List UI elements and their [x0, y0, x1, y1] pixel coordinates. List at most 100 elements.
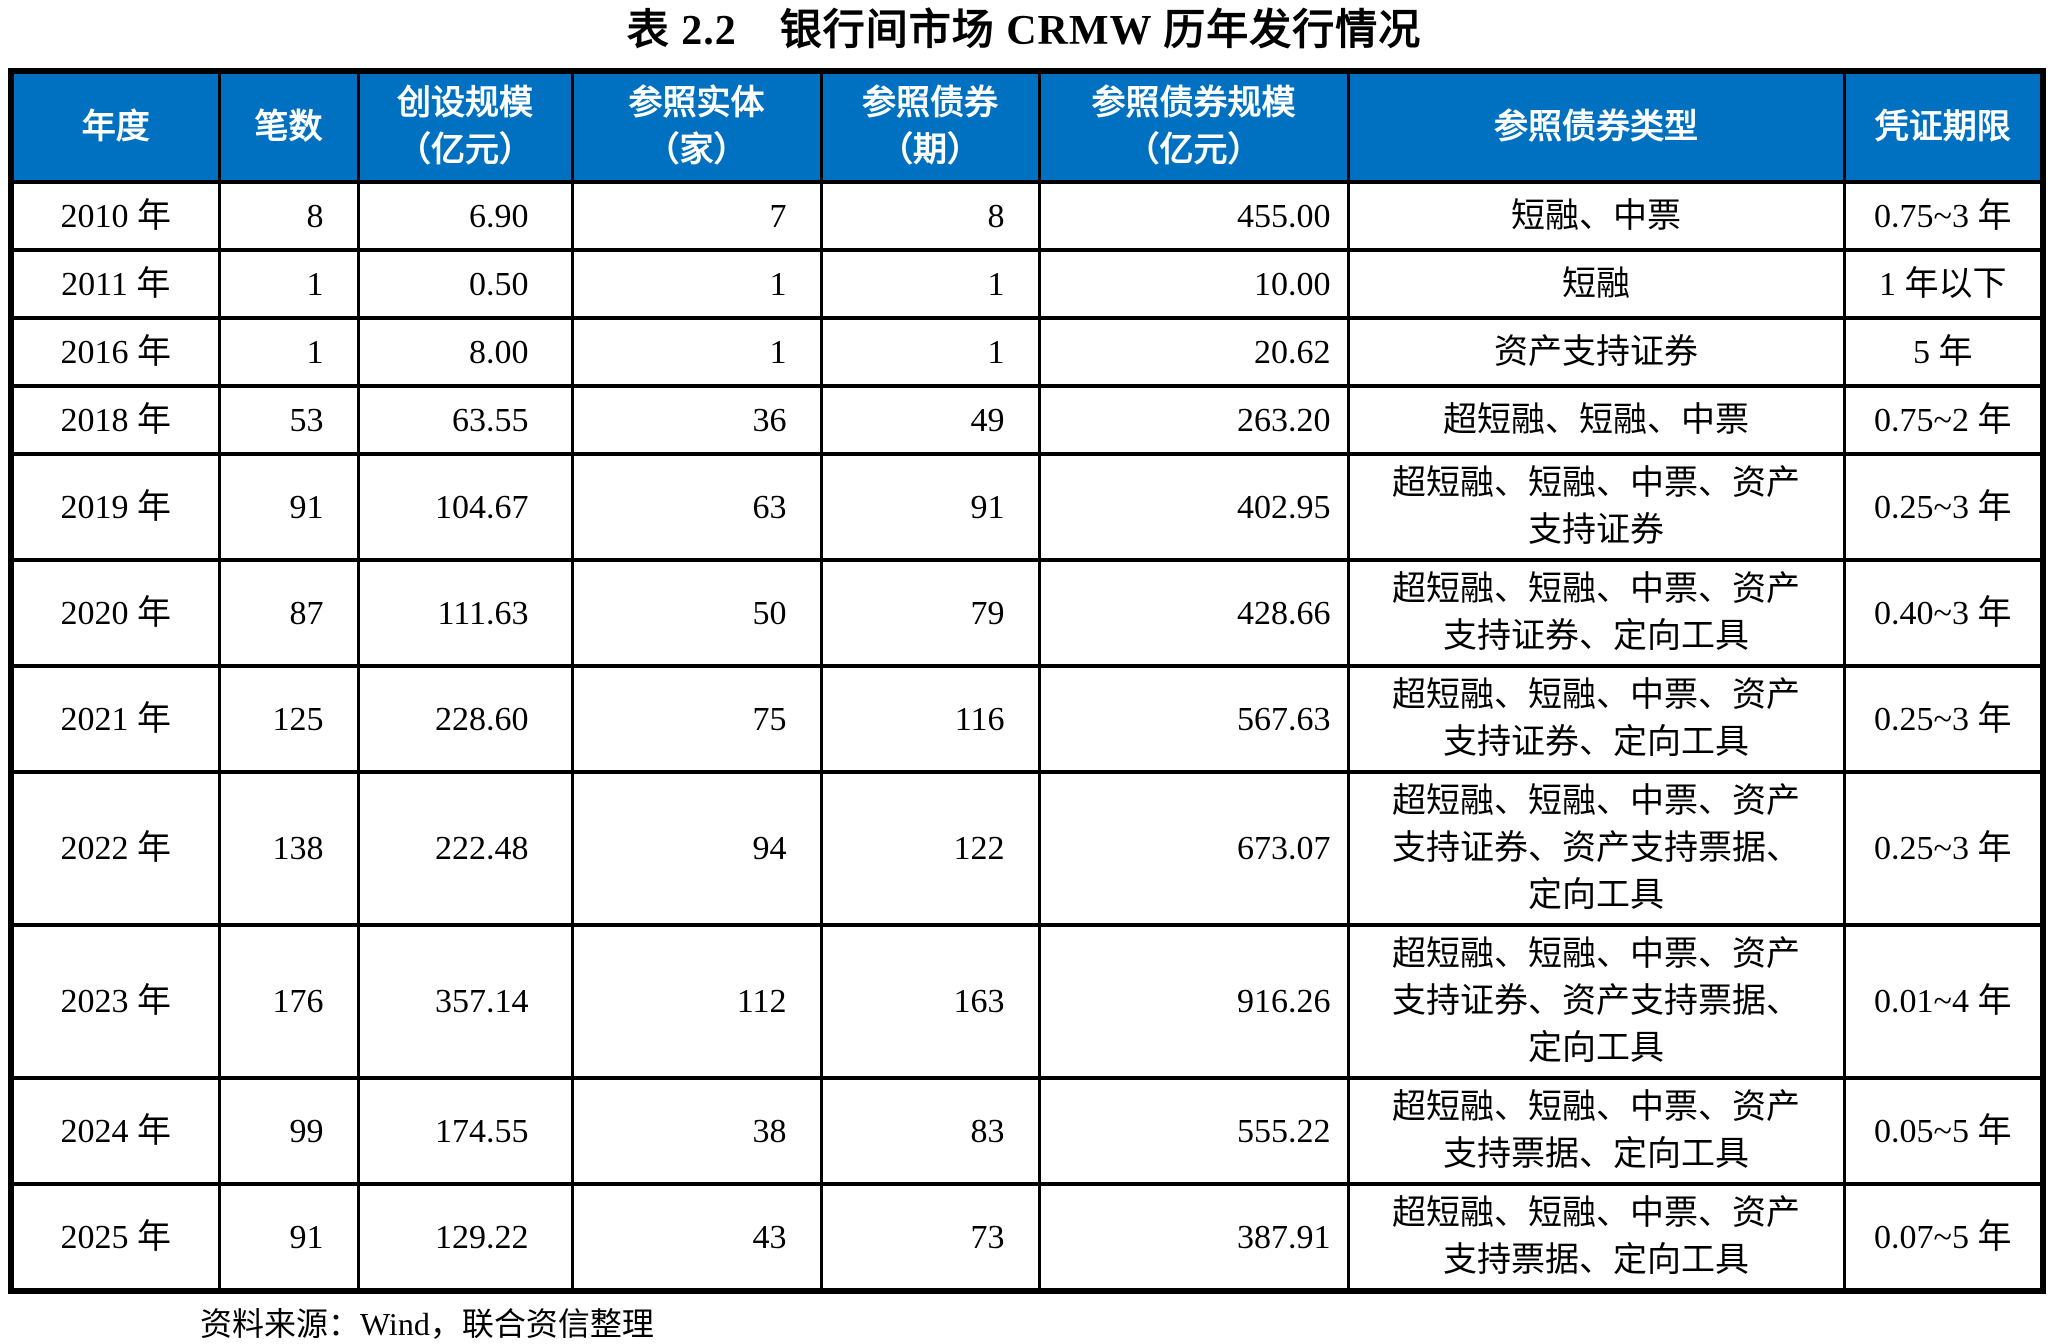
cell-entities: 38 [570, 1076, 823, 1186]
cell-count: 53 [217, 384, 360, 456]
cell-scale: 104.67 [356, 452, 574, 562]
cell-entities: 36 [570, 384, 823, 456]
cell-year: 2022 年 [9, 770, 221, 927]
cell-year: 2023 年 [9, 923, 221, 1080]
cell-entities: 112 [570, 923, 823, 1080]
cell-term: 0.75~3 年 [1842, 180, 2045, 252]
column-header-bonds: 参照债券 （期） [819, 69, 1041, 184]
cell-count: 87 [217, 558, 360, 668]
column-header-count: 笔数 [217, 69, 360, 184]
cell-term: 5 年 [1842, 316, 2045, 388]
column-header-year: 年度 [9, 69, 221, 184]
cell-bonds: 1 [819, 248, 1041, 320]
cell-bond-types: 超短融、短融、中票、资产支持证券、定向工具 [1346, 558, 1846, 668]
cell-entities: 63 [570, 452, 823, 562]
cell-year: 2010 年 [9, 180, 221, 252]
cell-entities: 94 [570, 770, 823, 927]
cell-bond-scale: 916.26 [1037, 923, 1350, 1080]
cell-scale: 63.55 [356, 384, 574, 456]
cell-bonds: 49 [819, 384, 1041, 456]
table-row: 2019 年 91 104.67 63 91 402.95 超短融、短融、中票、… [9, 452, 2045, 562]
column-header-scale: 创设规模 （亿元） [356, 69, 574, 184]
cell-bond-scale: 263.20 [1037, 384, 1350, 456]
cell-year: 2018 年 [9, 384, 221, 456]
cell-bonds: 163 [819, 923, 1041, 1080]
cell-entities: 1 [570, 316, 823, 388]
table-title: 表 2.2 银行间市场 CRMW 历年发行情况 [626, 8, 1422, 54]
cell-bond-scale: 555.22 [1037, 1076, 1350, 1186]
cell-year: 2020 年 [9, 558, 221, 668]
cell-bonds: 122 [819, 770, 1041, 927]
cell-bond-scale: 673.07 [1037, 770, 1350, 927]
cell-year: 2011 年 [9, 248, 221, 320]
table-row: 2020 年 87 111.63 50 79 428.66 超短融、短融、中票、… [9, 558, 2045, 668]
cell-year: 2025 年 [9, 1182, 221, 1293]
table-row: 2023 年 176 357.14 112 163 916.26 超短融、短融、… [9, 923, 2045, 1080]
cell-scale: 228.60 [356, 664, 574, 774]
cell-bond-types: 超短融、短融、中票 [1346, 384, 1846, 456]
cell-entities: 50 [570, 558, 823, 668]
cell-count: 91 [217, 1182, 360, 1293]
cell-year: 2019 年 [9, 452, 221, 562]
cell-bond-scale: 20.62 [1037, 316, 1350, 388]
document-page: 表 2.2 银行间市场 CRMW 历年发行情况 年度 笔数 创设规模 （亿元） … [0, 6, 2048, 1344]
cell-bond-scale: 402.95 [1037, 452, 1350, 562]
cell-scale: 0.50 [356, 248, 574, 320]
cell-count: 1 [217, 248, 360, 320]
cell-scale: 8.00 [356, 316, 574, 388]
cell-term: 0.05~5 年 [1842, 1076, 2045, 1186]
crmw-issuance-table: 年度 笔数 创设规模 （亿元） 参照实体 （家） 参照债券 （期） 参照债券规模… [8, 68, 2046, 1294]
cell-scale: 222.48 [356, 770, 574, 927]
cell-count: 176 [217, 923, 360, 1080]
cell-count: 138 [217, 770, 360, 927]
header-row: 年度 笔数 创设规模 （亿元） 参照实体 （家） 参照债券 （期） 参照债券规模… [9, 69, 2045, 184]
cell-bond-types: 超短融、短融、中票、资产支持票据、定向工具 [1346, 1182, 1846, 1293]
cell-bond-types: 超短融、短融、中票、资产支持证券、资产支持票据、定向工具 [1346, 770, 1846, 927]
cell-count: 99 [217, 1076, 360, 1186]
cell-scale: 6.90 [356, 180, 574, 252]
cell-term: 0.40~3 年 [1842, 558, 2045, 668]
cell-bond-scale: 455.00 [1037, 180, 1350, 252]
table-row: 2010 年 8 6.90 7 8 455.00 短融、中票 0.75~3 年 [9, 180, 2045, 252]
cell-term: 0.75~2 年 [1842, 384, 2045, 456]
cell-scale: 111.63 [356, 558, 574, 668]
cell-term: 0.01~4 年 [1842, 923, 2045, 1080]
cell-bond-scale: 10.00 [1037, 248, 1350, 320]
cell-bonds: 8 [819, 180, 1041, 252]
table-row: 2022 年 138 222.48 94 122 673.07 超短融、短融、中… [9, 770, 2045, 927]
cell-bonds: 79 [819, 558, 1041, 668]
table-row: 2011 年 1 0.50 1 1 10.00 短融 1 年以下 [9, 248, 2045, 320]
cell-term: 0.25~3 年 [1842, 664, 2045, 774]
cell-bonds: 83 [819, 1076, 1041, 1186]
cell-bonds: 91 [819, 452, 1041, 562]
column-header-term: 凭证期限 [1842, 69, 2045, 184]
cell-count: 91 [217, 452, 360, 562]
cell-bond-types: 超短融、短融、中票、资产支持证券、资产支持票据、定向工具 [1346, 923, 1846, 1080]
cell-scale: 129.22 [356, 1182, 574, 1293]
cell-scale: 174.55 [356, 1076, 574, 1186]
cell-scale: 357.14 [356, 923, 574, 1080]
cell-entities: 7 [570, 180, 823, 252]
cell-term: 1 年以下 [1842, 248, 2045, 320]
column-header-bond-scale: 参照债券规模 （亿元） [1037, 69, 1350, 184]
cell-count: 8 [217, 180, 360, 252]
cell-bond-types: 短融 [1346, 248, 1846, 320]
table-body: 2010 年 8 6.90 7 8 455.00 短融、中票 0.75~3 年 … [9, 180, 2045, 1293]
source-note: 资料来源：Wind，联合资信整理 [200, 1306, 654, 1342]
cell-year: 2021 年 [9, 664, 221, 774]
cell-entities: 43 [570, 1182, 823, 1293]
cell-year: 2024 年 [9, 1076, 221, 1186]
cell-bonds: 1 [819, 316, 1041, 388]
cell-year: 2016 年 [9, 316, 221, 388]
table-row: 2025 年 91 129.22 43 73 387.91 超短融、短融、中票、… [9, 1182, 2045, 1293]
cell-count: 125 [217, 664, 360, 774]
cell-bond-types: 超短融、短融、中票、资产支持证券 [1346, 452, 1846, 562]
cell-term: 0.25~3 年 [1842, 770, 2045, 927]
cell-bonds: 116 [819, 664, 1041, 774]
cell-bond-types: 超短融、短融、中票、资产支持票据、定向工具 [1346, 1076, 1846, 1186]
cell-bond-types: 短融、中票 [1346, 180, 1846, 252]
cell-bonds: 73 [819, 1182, 1041, 1293]
cell-count: 1 [217, 316, 360, 388]
cell-bond-scale: 567.63 [1037, 664, 1350, 774]
table-row: 2021 年 125 228.60 75 116 567.63 超短融、短融、中… [9, 664, 2045, 774]
